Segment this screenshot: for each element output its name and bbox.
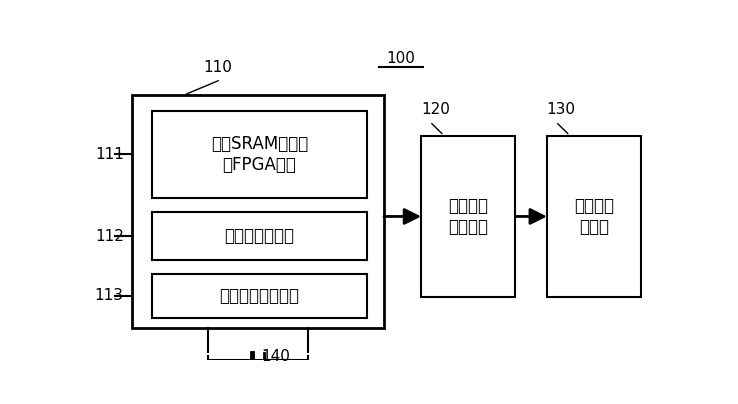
Text: 113: 113 bbox=[94, 288, 124, 303]
Text: 110: 110 bbox=[204, 60, 232, 75]
Text: 111: 111 bbox=[94, 147, 124, 162]
Text: 非挥发配
置存储器: 非挥发配 置存储器 bbox=[448, 197, 489, 236]
Text: 解密等安全电路: 解密等安全电路 bbox=[224, 227, 294, 245]
Text: 基于SRAM配置层
的FPGA阵列: 基于SRAM配置层 的FPGA阵列 bbox=[211, 135, 308, 174]
Bar bbox=[152, 274, 367, 318]
Text: 112: 112 bbox=[94, 229, 124, 244]
Text: 140: 140 bbox=[261, 349, 290, 364]
Bar bbox=[132, 95, 384, 328]
Text: 120: 120 bbox=[421, 102, 450, 117]
Bar bbox=[152, 212, 367, 260]
Text: 100: 100 bbox=[387, 50, 415, 65]
Text: 130: 130 bbox=[547, 102, 576, 117]
Text: 系统设计
者主机: 系统设计 者主机 bbox=[574, 197, 614, 236]
Bar bbox=[421, 136, 516, 297]
Text: 挥发式的密钥存储: 挥发式的密钥存储 bbox=[219, 287, 300, 305]
Bar bbox=[152, 111, 367, 198]
Bar bbox=[547, 136, 641, 297]
